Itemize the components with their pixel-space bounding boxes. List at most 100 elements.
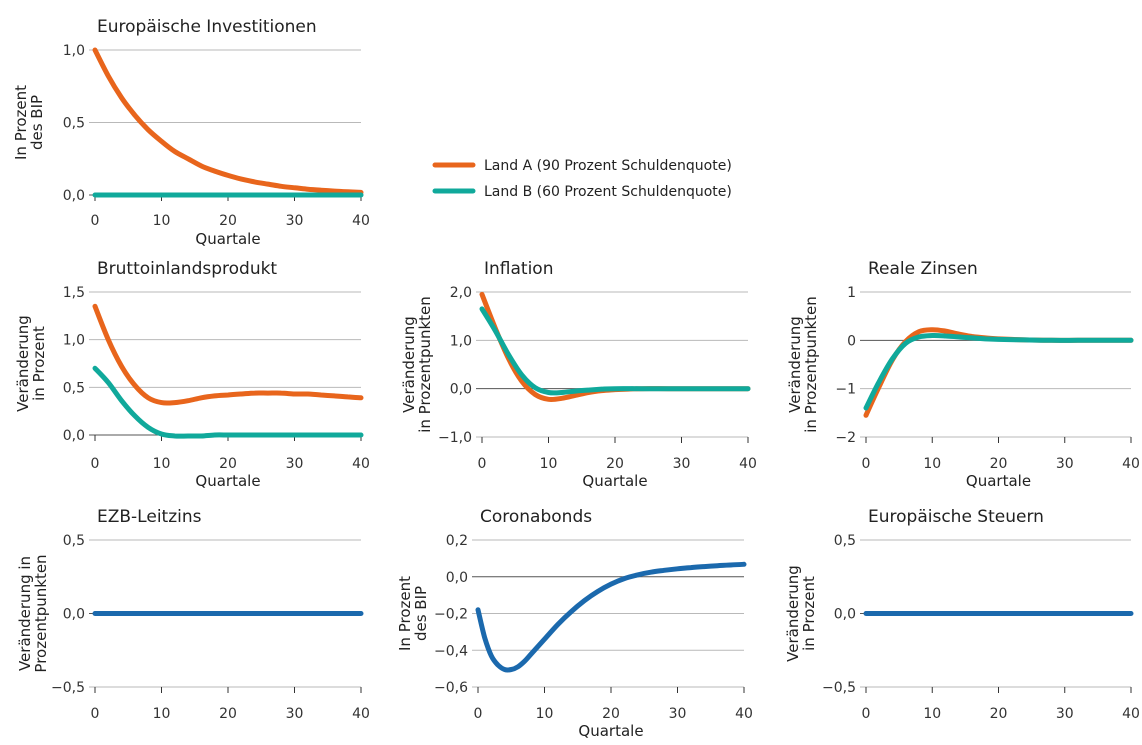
x-tick-label: 30 [673, 456, 691, 472]
series-line-land-b [479, 306, 751, 396]
x-axis-title: Quartale [582, 472, 647, 490]
y-tick-label: −1 [835, 382, 856, 398]
x-tick-label: 30 [286, 456, 304, 472]
x-tick-label: 0 [91, 456, 100, 472]
x-axis-title: Quartale [195, 472, 260, 490]
panel-steuern: Europäische Steuern −0,5 0,0 0,5 0 10 20 30 40 Ve… [784, 507, 1140, 722]
panel-ezb: EZB-Leitzins −0,5 0,0 0,5 0 10 20 30 40 Veränderu… [16, 507, 370, 722]
series-line-land-b [92, 365, 364, 439]
x-tick-label: 20 [990, 706, 1008, 722]
y-tick-label: −1,0 [438, 430, 472, 446]
legend: Land A (90 Prozent Schuldenquote) Land B… [432, 158, 732, 200]
x-tick-label: 30 [1056, 706, 1074, 722]
y-tick-label: 0,0 [63, 607, 85, 623]
x-tick-label: 10 [923, 456, 941, 472]
x-tick-label: 30 [1056, 456, 1074, 472]
y-tick-label: 1,0 [63, 333, 85, 349]
y-tick-label: 0,0 [63, 428, 85, 444]
y-axis-title: Veränderungin Prozent [784, 565, 818, 662]
series-line-land-b [863, 332, 1134, 411]
x-tick-label: 20 [606, 456, 624, 472]
x-axis-title: Quartale [966, 472, 1031, 490]
y-axis-title-line: Veränderung [400, 316, 418, 413]
x-tick-label: 20 [990, 456, 1008, 472]
panel-title: Coronabonds [480, 507, 592, 527]
panel-title: EZB-Leitzins [97, 507, 202, 527]
y-axis-title-line: In Prozent [396, 576, 414, 651]
y-axis-title-line: des BIP [412, 586, 430, 641]
y-tick-label: −0,5 [51, 680, 85, 696]
y-tick-label: −2 [835, 430, 856, 446]
y-axis-title-line: Veränderung [786, 316, 804, 413]
x-tick-label: 40 [352, 213, 370, 229]
x-tick-label: 20 [219, 456, 237, 472]
x-tick-label: 10 [923, 706, 941, 722]
y-axis-title: Veränderungin Prozent [14, 315, 48, 412]
y-axis-title-line: In Prozent [12, 85, 30, 160]
x-tick-label: 30 [286, 213, 304, 229]
x-tick-label: 10 [540, 456, 558, 472]
x-tick-label: 10 [153, 706, 171, 722]
panel-title: Europäische Investitionen [97, 17, 317, 37]
x-tick-label: 40 [1122, 706, 1140, 722]
y-axis-title-line: in Prozentpunkten [802, 296, 820, 433]
x-tick-label: 20 [602, 706, 620, 722]
series-line-land-a [92, 303, 364, 406]
x-tick-label: 10 [153, 456, 171, 472]
legend-label-land-b: Land B (60 Prozent Schuldenquote) [484, 184, 732, 200]
y-axis-title-line: Veränderung [784, 565, 802, 662]
x-tick-label: 30 [286, 706, 304, 722]
y-tick-label: 1,5 [63, 285, 85, 301]
y-axis-title-line: Prozentpunkten [32, 554, 50, 672]
x-tick-label: 0 [862, 456, 871, 472]
y-axis-title: Veränderung inProzentpunkten [16, 554, 50, 672]
series-line-value [475, 561, 747, 673]
y-tick-label: 0,5 [834, 533, 856, 549]
panel-title: Inflation [484, 259, 553, 279]
y-tick-label: 1,0 [450, 333, 472, 349]
x-tick-label: 20 [219, 706, 237, 722]
panel-inflation: Inflation −1,0 0,0 1,0 2,0 0 10 20 30 40 Quartale V… [400, 259, 757, 490]
panel-bip: Bruttoinlandsprodukt 0,0 0,5 1,0 1,5 0 10 20 30 4… [14, 259, 370, 490]
x-tick-label: 40 [352, 456, 370, 472]
y-tick-label: −0,4 [434, 643, 468, 659]
y-tick-label: 0,0 [450, 382, 472, 398]
y-axis-title-line: in Prozent [800, 576, 818, 651]
x-tick-label: 40 [352, 706, 370, 722]
panel-investitionen: Europäische Investitionen 0,0 0,5 1,0 0 10 20 3… [12, 17, 370, 248]
x-axis-title: Quartale [578, 722, 643, 740]
y-tick-label: 0 [847, 333, 856, 349]
x-tick-label: 0 [91, 213, 100, 229]
x-tick-label: 10 [536, 706, 554, 722]
series-line-land-a [479, 291, 751, 402]
x-tick-label: 40 [1122, 456, 1140, 472]
panel-title: Reale Zinsen [868, 259, 978, 279]
panel-title: Bruttoinlandsprodukt [97, 259, 277, 279]
y-axis-title-line: Veränderung in [16, 556, 34, 671]
y-tick-label: −0,6 [434, 680, 468, 696]
y-tick-label: 0,2 [446, 533, 468, 549]
x-tick-label: 40 [739, 456, 757, 472]
legend-label-land-a: Land A (90 Prozent Schuldenquote) [484, 158, 732, 174]
x-axis-title: Quartale [195, 230, 260, 248]
x-tick-label: 10 [153, 213, 171, 229]
x-tick-label: 30 [669, 706, 687, 722]
y-tick-label: 0,0 [834, 607, 856, 623]
y-tick-label: 1 [847, 285, 856, 301]
x-tick-label: 0 [862, 706, 871, 722]
y-axis-title-line: des BIP [28, 95, 46, 150]
y-tick-label: −0,5 [822, 680, 856, 696]
y-tick-label: −0,2 [434, 607, 468, 623]
y-tick-label: 0,0 [446, 570, 468, 586]
y-axis-title-line: in Prozentpunkten [416, 296, 434, 433]
y-tick-label: 0,5 [63, 116, 85, 132]
panel-coronabonds: Coronabonds −0,6 −0,4 −0,2 0,0 0,2 0 10 20 30 40 Qu… [396, 507, 753, 740]
y-axis-title: In Prozentdes BIP [12, 85, 46, 160]
panel-title: Europäische Steuern [868, 507, 1044, 527]
y-tick-label: 0,5 [63, 533, 85, 549]
y-tick-label: 1,0 [63, 43, 85, 59]
y-tick-label: 2,0 [450, 285, 472, 301]
